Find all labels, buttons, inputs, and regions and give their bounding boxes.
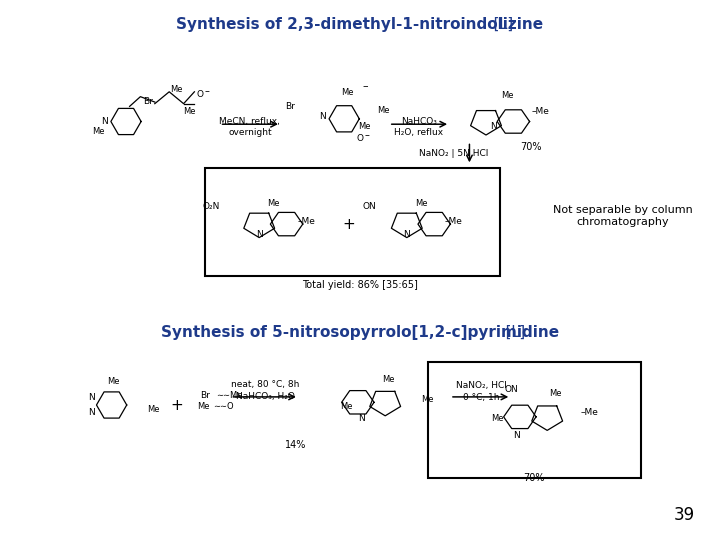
Text: Me: Me bbox=[421, 395, 433, 404]
Text: Me: Me bbox=[148, 405, 160, 414]
Text: N: N bbox=[101, 117, 108, 126]
Text: Me: Me bbox=[107, 377, 120, 386]
Text: [L]: [L] bbox=[489, 17, 513, 32]
Text: NaHCO₃, H₂O: NaHCO₃, H₂O bbox=[235, 393, 294, 401]
Text: N: N bbox=[256, 231, 263, 239]
Text: –: – bbox=[363, 82, 369, 91]
Text: O₂N: O₂N bbox=[202, 202, 220, 211]
Text: Me: Me bbox=[358, 123, 371, 131]
Text: N: N bbox=[403, 231, 410, 239]
Text: 0 °C, 1h: 0 °C, 1h bbox=[463, 394, 499, 402]
Text: –: – bbox=[204, 86, 209, 96]
Text: –Me: –Me bbox=[531, 107, 549, 116]
Text: N: N bbox=[319, 112, 326, 120]
Text: overnight: overnight bbox=[228, 128, 271, 137]
Text: O: O bbox=[197, 90, 204, 99]
Text: Br: Br bbox=[200, 391, 210, 400]
Text: Me: Me bbox=[197, 402, 210, 410]
Text: N: N bbox=[490, 123, 497, 131]
Text: Me: Me bbox=[183, 107, 196, 116]
Text: +: + bbox=[170, 397, 183, 413]
Text: neat, 80 °C, 8h: neat, 80 °C, 8h bbox=[231, 380, 299, 389]
Text: Me: Me bbox=[549, 389, 562, 398]
Text: –: – bbox=[365, 130, 369, 140]
Text: 70%: 70% bbox=[521, 142, 542, 152]
Text: O: O bbox=[356, 134, 364, 143]
Text: MeCN, reflux,: MeCN, reflux, bbox=[220, 117, 280, 126]
Text: Me: Me bbox=[267, 199, 280, 208]
Text: Me: Me bbox=[93, 127, 105, 136]
Text: ∼∼Me: ∼∼Me bbox=[216, 391, 243, 400]
Text: Br: Br bbox=[143, 97, 153, 106]
Text: Me: Me bbox=[170, 85, 183, 93]
Bar bbox=[205, 168, 500, 276]
Text: Me: Me bbox=[341, 402, 353, 411]
Bar bbox=[428, 362, 641, 478]
Text: N: N bbox=[88, 408, 94, 417]
Text: Synthesis of 5-nitrosopyrrolo[1,2-c]pyrimidine: Synthesis of 5-nitrosopyrrolo[1,2-c]pyri… bbox=[161, 325, 559, 340]
Text: –Me: –Me bbox=[445, 217, 462, 226]
Text: ∼∼O: ∼∼O bbox=[213, 402, 234, 410]
Text: ON: ON bbox=[505, 386, 518, 394]
Text: 14%: 14% bbox=[284, 441, 306, 450]
Text: Me: Me bbox=[341, 89, 354, 97]
Text: NaNO₂, HCl: NaNO₂, HCl bbox=[456, 381, 506, 389]
Text: Me: Me bbox=[501, 91, 514, 100]
Text: Me: Me bbox=[415, 199, 428, 208]
Text: Me: Me bbox=[377, 106, 390, 115]
Text: –Me: –Me bbox=[581, 408, 599, 417]
Text: NaNO₂ | 5N HCl: NaNO₂ | 5N HCl bbox=[419, 149, 488, 158]
Text: N: N bbox=[358, 414, 365, 423]
Text: ON: ON bbox=[363, 202, 377, 211]
Text: [L]: [L] bbox=[501, 325, 526, 340]
Text: Total yield: 86% [35:65]: Total yield: 86% [35:65] bbox=[302, 280, 418, 290]
Text: Me: Me bbox=[492, 414, 504, 423]
Text: Br: Br bbox=[285, 103, 295, 111]
Text: N: N bbox=[513, 431, 520, 440]
Text: Me: Me bbox=[382, 375, 395, 383]
Text: NaHCO₃: NaHCO₃ bbox=[401, 117, 437, 126]
Text: +: + bbox=[343, 217, 356, 232]
Text: 39: 39 bbox=[674, 506, 695, 524]
Text: H₂O, reflux: H₂O, reflux bbox=[395, 128, 444, 137]
Text: –Me: –Me bbox=[297, 217, 315, 226]
Text: Not separable by column
chromatography: Not separable by column chromatography bbox=[553, 205, 693, 227]
Text: 70%: 70% bbox=[523, 473, 545, 483]
Text: Synthesis of 2,3-dimethyl-1-nitroindolizine: Synthesis of 2,3-dimethyl-1-nitroindoliz… bbox=[176, 17, 544, 32]
Text: N: N bbox=[88, 393, 94, 402]
